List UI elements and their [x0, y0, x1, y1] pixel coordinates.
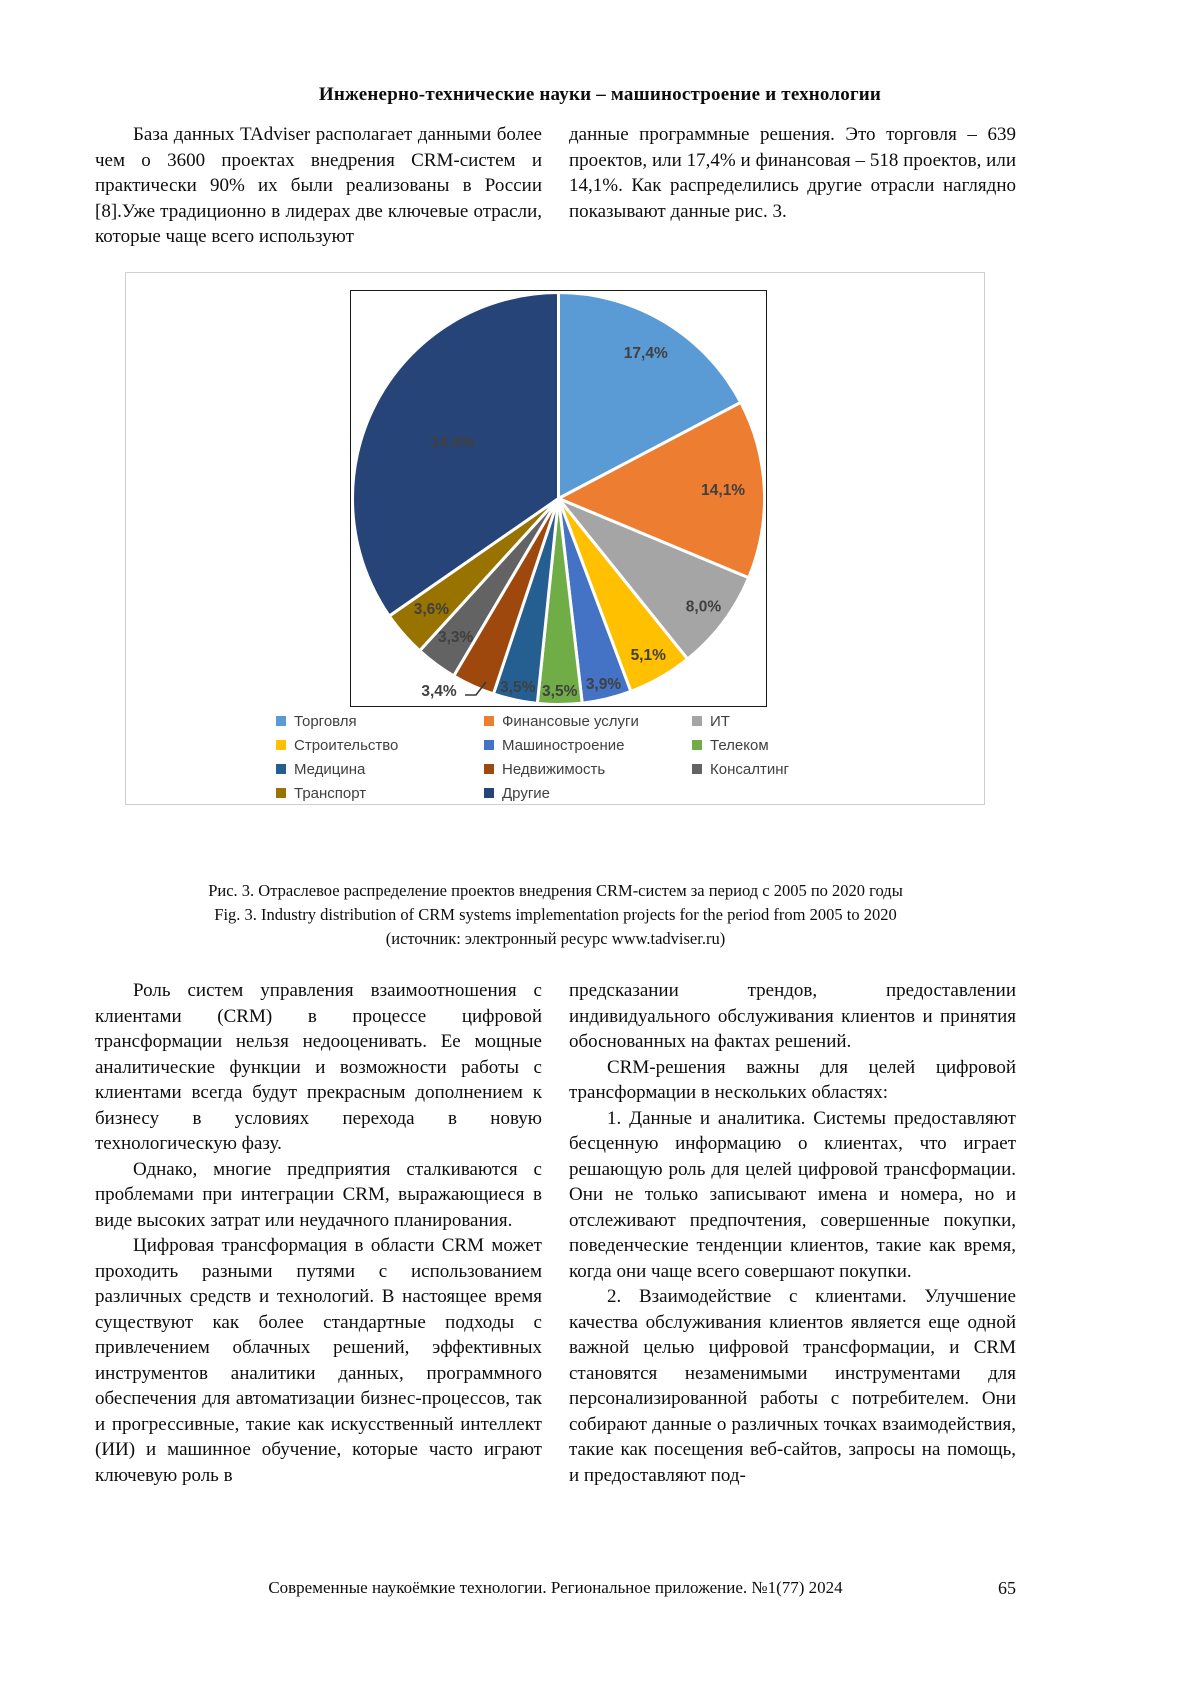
legend-item-Строительство: Строительство: [276, 735, 484, 755]
legend-item-Медицина: Медицина: [276, 759, 484, 779]
legend-swatch-icon: [276, 764, 286, 774]
legend-swatch-icon: [276, 740, 286, 750]
legend-item-Торговля: Торговля: [276, 711, 484, 731]
paragraph: предсказании трендов, предоставлении инд…: [569, 980, 1016, 1052]
legend-label: Другие: [502, 784, 551, 802]
leader-line: [465, 681, 487, 696]
legend-item-Финансовые услуги: Финансовые услуги: [484, 711, 692, 731]
legend-label: Консалтинг: [710, 760, 789, 778]
legend-item-ИТ: ИТ: [692, 711, 936, 731]
body-left-column: Роль систем управления взаимоотношения с…: [95, 978, 542, 1488]
figure-caption: Рис. 3. Отраслевое распределение проекто…: [95, 879, 1016, 951]
journal-info: Современные наукоёмкие технологии. Регио…: [268, 1578, 843, 1597]
paragraph: данные программные решения. Это торговля…: [569, 124, 1016, 222]
pie-slice-Другие: [351, 291, 560, 618]
legend-swatch-icon: [484, 716, 494, 726]
paragraph: 2. Взаимодействие с клиентами. Улучшение…: [569, 1286, 1016, 1486]
page-footer: Современные наукоёмкие технологии. Регио…: [95, 1578, 1016, 1598]
legend-swatch-icon: [484, 788, 494, 798]
legend-swatch-icon: [484, 740, 494, 750]
legend-label: Финансовые услуги: [502, 712, 639, 730]
legend-item-Транспорт: Транспорт: [276, 783, 484, 803]
pie-percent-label: 34,9%: [431, 434, 475, 451]
chart-legend: Торговля Финансовые услуги ИТ Строительство…: [276, 711, 936, 803]
paragraph: Однако, многие предприятия сталкиваются …: [95, 1158, 542, 1231]
legend-item-Недвижимость: Недвижимость: [484, 759, 692, 779]
paragraph: 1. Данные и аналитика. Системы предостав…: [569, 1107, 1016, 1282]
legend-item-Другие: Другие: [484, 783, 692, 803]
caption-en: Fig. 3. Industry distribution of CRM sys…: [214, 905, 897, 924]
pie-percent-label: 17,4%: [624, 345, 668, 362]
paragraph: Цифровая трансформация в области CRM мож…: [95, 1235, 542, 1486]
legend-item-Телеком: Телеком: [692, 735, 936, 755]
pie-slice-Торговля: [557, 291, 743, 500]
pie-percent-label: 3,9%: [586, 676, 622, 693]
paragraph: Роль систем управления взаимоотношения с…: [95, 980, 542, 1154]
pie-percent-label: 3,5%: [542, 683, 578, 700]
intro-left-column: База данных TAdviser располагает данными…: [95, 122, 542, 250]
page-number: 65: [998, 1578, 1016, 1598]
pie-percent-label: 3,4%: [421, 683, 457, 700]
legend-label: Торговля: [294, 712, 357, 730]
legend-label: Машиностроение: [502, 736, 625, 754]
intro-text: База данных TAdviser располагает данными…: [95, 122, 1016, 250]
legend-label: Медицина: [294, 760, 366, 778]
caption-source: (источник: электронный ресурс www.tadvis…: [385, 929, 726, 948]
legend-swatch-icon: [276, 716, 286, 726]
body-text: Роль систем управления взаимоотношения с…: [95, 978, 1016, 1488]
paragraph: CRM-решения важны для целей цифровой тра…: [569, 1056, 1016, 1104]
section-title: Инженерно-технические науки – машиностро…: [318, 84, 882, 105]
legend-label: Транспорт: [294, 784, 367, 802]
pie-percent-label: 8,0%: [686, 598, 722, 615]
intro-right-column: данные программные решения. Это торговля…: [569, 122, 1016, 250]
pie-plot-area: 17,4% 14,1% 8,0% 5,1% 3,9% 3,5% 3,5% 3,4% 3,3% 3,…: [350, 290, 767, 707]
pie-chart: 17,4% 14,1% 8,0% 5,1% 3,9% 3,5% 3,5% 3,4% 3,3% 3,…: [351, 291, 766, 706]
legend-label: Телеком: [710, 736, 769, 754]
legend-swatch-icon: [692, 716, 702, 726]
legend-label: Недвижимость: [502, 760, 606, 778]
pie-percent-label: 14,1%: [701, 482, 745, 499]
legend-swatch-icon: [692, 740, 702, 750]
caption-ru: Рис. 3. Отраслевое распределение проекто…: [208, 881, 903, 900]
pie-percent-label: 3,5%: [500, 679, 536, 696]
legend-label: ИТ: [710, 712, 730, 730]
pie-percent-label: 3,3%: [438, 629, 474, 646]
legend-label: Строительство: [294, 736, 399, 754]
pie-slice-Финансовые услуги: [557, 400, 766, 580]
paragraph: База данных TAdviser располагает данными…: [95, 124, 542, 247]
figure-3-chart-panel: 17,4% 14,1% 8,0% 5,1% 3,9% 3,5% 3,5% 3,4% 3,3% 3,…: [125, 272, 985, 805]
legend-swatch-icon: [276, 788, 286, 798]
legend-swatch-icon: [484, 764, 494, 774]
pie-percent-label: 3,6%: [414, 601, 450, 618]
pie-slice-ИТ: [557, 497, 751, 661]
legend-swatch-icon: [692, 764, 702, 774]
legend-item-Консалтинг: Консалтинг: [692, 759, 936, 779]
pie-percent-label: 5,1%: [631, 647, 667, 664]
legend-item-Машиностроение: Машиностроение: [484, 735, 692, 755]
body-right-column: предсказании трендов, предоставлении инд…: [569, 978, 1016, 1488]
